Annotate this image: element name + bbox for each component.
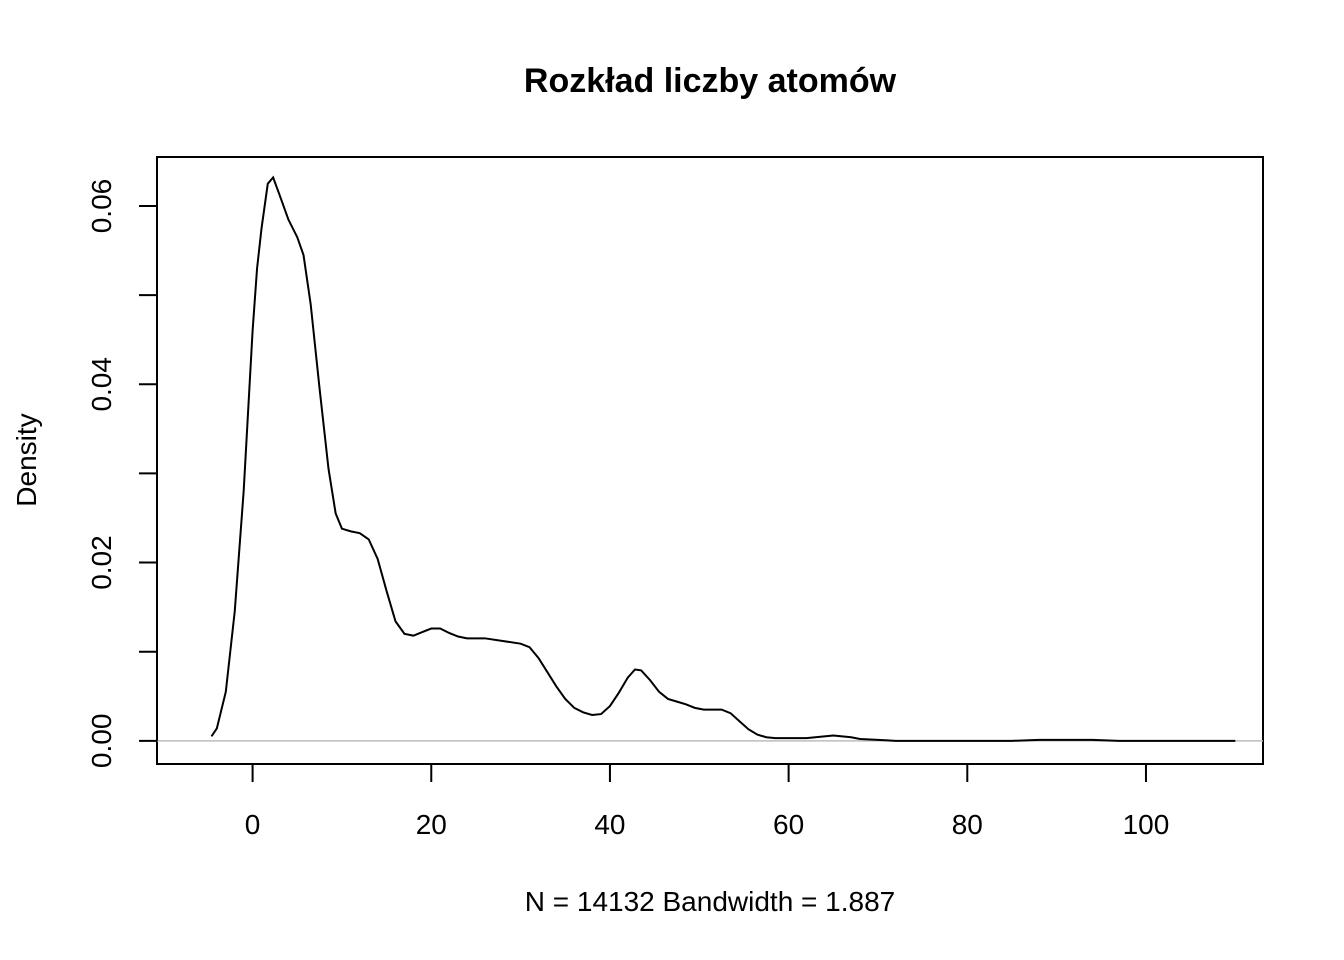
- y-axis-label: Density: [11, 413, 42, 506]
- y-tick-label: 0.06: [86, 179, 117, 234]
- density-curve: [210, 175, 1236, 742]
- x-axis-label: N = 14132 Bandwidth = 1.887: [525, 886, 896, 917]
- x-tick-label: 100: [1123, 809, 1170, 840]
- chart-title: Rozkład liczby atomów: [524, 62, 897, 100]
- x-tick-label: 0: [245, 809, 261, 840]
- x-axis: 0 20 40 60 80 100: [245, 763, 1170, 840]
- y-axis: 0.00 0.02 0.04 0.06: [86, 179, 158, 769]
- x-tick-label: 20: [416, 809, 447, 840]
- y-tick-label: 0.04: [86, 357, 117, 412]
- x-tick-label: 60: [773, 809, 804, 840]
- y-tick-label: 0.02: [86, 535, 117, 590]
- x-tick-label: 40: [594, 809, 625, 840]
- y-tick-label: 0.00: [86, 714, 117, 769]
- plot-frame: [156, 156, 1264, 765]
- x-tick-label: 80: [952, 809, 983, 840]
